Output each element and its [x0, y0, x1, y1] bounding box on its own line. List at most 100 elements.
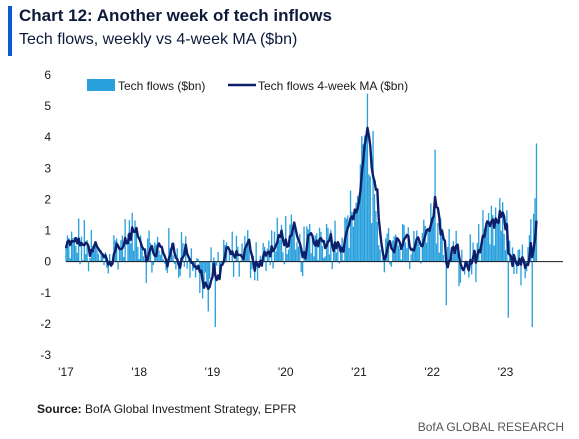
weekly-flow-bar	[359, 164, 362, 262]
weekly-flow-bar	[314, 235, 316, 262]
weekly-flow-bar	[137, 246, 139, 262]
weekly-flow-bar	[511, 247, 514, 262]
weekly-flow-bar	[66, 235, 69, 262]
legend-label-bars: Tech flows ($bn)	[118, 79, 205, 93]
weekly-flow-bar	[147, 238, 149, 262]
weekly-flow-bar	[301, 261, 304, 277]
weekly-flow-bar	[145, 261, 147, 283]
weekly-flow-bar	[300, 261, 302, 273]
weekly-flow-bar	[332, 250, 335, 262]
y-tick-label: 0	[44, 255, 51, 269]
weekly-flow-bar	[82, 260, 84, 262]
x-tick-label: '18	[131, 365, 147, 379]
weekly-flow-bar	[438, 252, 440, 262]
weekly-flow-bar	[348, 247, 350, 262]
weekly-flow-bar	[210, 247, 212, 262]
weekly-flow-bar	[199, 261, 201, 293]
weekly-flow-bar	[372, 131, 374, 262]
weekly-flow-bar	[69, 258, 71, 262]
weekly-flow-bar	[106, 261, 108, 268]
weekly-flow-bar	[68, 238, 70, 262]
weekly-flow-bar	[173, 261, 176, 264]
weekly-flow-bar	[507, 261, 509, 318]
weekly-flow-bar	[396, 241, 398, 262]
legend: Tech flows ($bn) Tech flows 4-week MA ($…	[87, 79, 408, 93]
weekly-flow-bar	[494, 207, 497, 262]
weekly-flow-bar	[516, 261, 518, 274]
weekly-flow-bar	[378, 245, 380, 262]
weekly-flow-bar	[454, 254, 456, 262]
weekly-flow-bar	[330, 229, 332, 262]
weekly-flow-bar	[232, 261, 235, 278]
weekly-flow-bar	[203, 261, 205, 287]
y-tick-label: 6	[44, 68, 51, 82]
weekly-flow-bar	[404, 242, 407, 262]
weekly-flow-bar	[316, 233, 318, 262]
weekly-flow-bar	[286, 254, 288, 262]
weekly-flow-bar	[483, 229, 486, 262]
weekly-flow-bar	[380, 260, 383, 262]
weekly-flow-bar	[517, 249, 519, 262]
weekly-flow-bar	[513, 261, 515, 275]
weekly-flow-bar	[324, 256, 326, 262]
weekly-flow-bar	[334, 220, 336, 262]
weekly-flow-bar	[216, 261, 218, 266]
weekly-flow-bar	[132, 250, 135, 262]
weekly-flow-bar	[100, 250, 102, 262]
weekly-flow-bar	[337, 244, 339, 262]
weekly-flow-bar	[200, 261, 202, 273]
source-note: Source: BofA Global Investment Strategy,…	[37, 402, 296, 416]
weekly-flow-bar	[351, 211, 353, 262]
y-tick-label: 5	[44, 99, 51, 113]
source-label: Source:	[37, 402, 82, 416]
weekly-flow-bar	[223, 239, 225, 262]
weekly-flow-bar	[204, 261, 207, 273]
weekly-flow-bar	[321, 246, 324, 262]
research-credit: BofA GLOBAL RESEARCH	[417, 420, 564, 434]
weekly-flow-bar	[406, 248, 408, 262]
weekly-flow-bar	[282, 252, 284, 262]
legend-label-line: Tech flows 4-week MA ($bn)	[258, 79, 408, 93]
weekly-flow-bar	[335, 252, 338, 262]
weekly-flow-bar	[293, 221, 295, 262]
weekly-flow-bar	[530, 219, 532, 262]
weekly-flow-bar	[134, 220, 136, 262]
weekly-flow-bar	[417, 241, 419, 262]
weekly-flow-bar	[93, 250, 95, 262]
weekly-flow-bar	[65, 248, 67, 262]
weekly-flow-bar	[154, 242, 156, 262]
weekly-flow-bar	[292, 229, 294, 262]
weekly-flow-bar	[206, 261, 208, 285]
weekly-flow-bar	[213, 257, 215, 262]
weekly-flow-bar	[217, 251, 219, 262]
weekly-flow-bar	[90, 229, 93, 262]
weekly-flow-bar	[275, 251, 277, 262]
weekly-flow-bar	[180, 232, 183, 262]
weekly-flow-bar	[197, 259, 200, 262]
y-tick-label: 1	[44, 224, 51, 238]
legend-swatch-bars	[87, 79, 115, 91]
weekly-flow-bar	[447, 246, 449, 262]
weekly-flow-bar	[451, 257, 453, 262]
weekly-flow-bar	[442, 255, 445, 262]
weekly-flow-bar	[518, 249, 521, 262]
weekly-flow-bar	[176, 248, 178, 262]
weekly-flow-bar	[354, 209, 356, 262]
weekly-flow-bar	[152, 261, 154, 266]
weekly-flow-bar	[269, 261, 271, 266]
weekly-flow-bar	[86, 240, 88, 262]
weekly-flow-bar	[458, 261, 460, 287]
weekly-flow-bar	[471, 261, 473, 275]
weekly-flow-bar	[238, 261, 240, 277]
weekly-flow-bar	[75, 245, 77, 262]
weekly-flow-bar	[456, 252, 459, 262]
weekly-flow-bar	[228, 250, 231, 262]
weekly-flow-bar	[194, 261, 197, 278]
bar-series-weekly-flows	[65, 93, 538, 327]
weekly-flow-bar	[182, 243, 184, 262]
weekly-flow-bar	[366, 93, 369, 262]
weekly-flow-bar	[323, 257, 325, 262]
weekly-flow-bar	[85, 254, 87, 262]
weekly-flow-bar	[159, 254, 162, 262]
weekly-flow-bar	[441, 228, 443, 262]
